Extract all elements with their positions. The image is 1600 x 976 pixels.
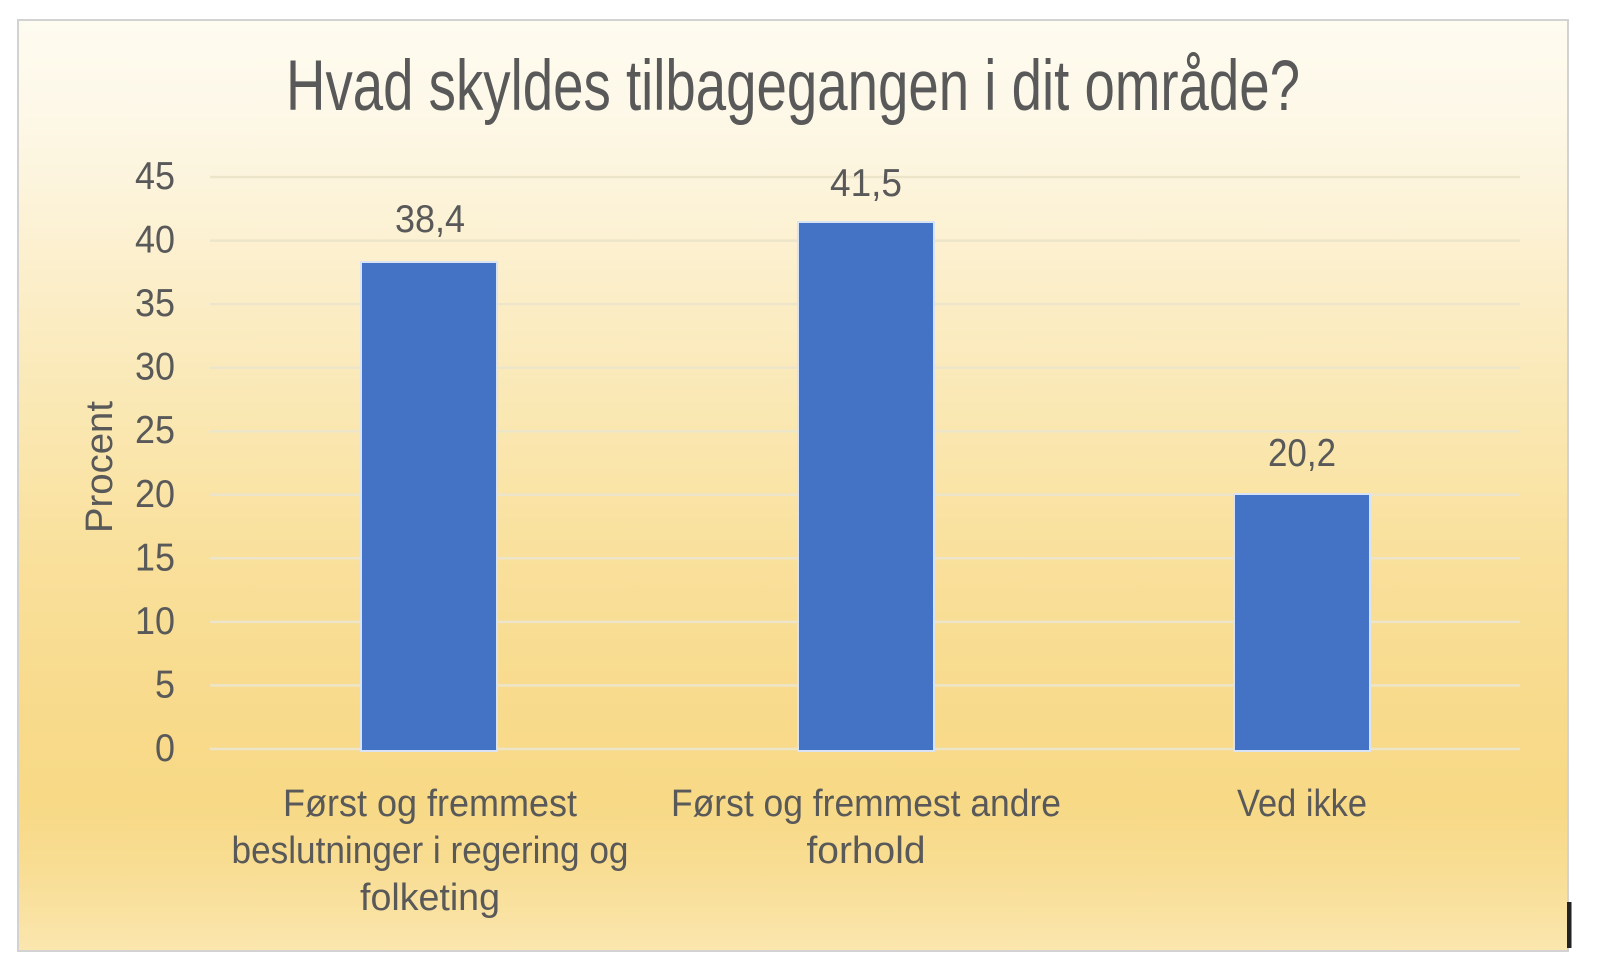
svg-text:41,5: 41,5 bbox=[830, 162, 902, 205]
svg-text:25: 25 bbox=[135, 409, 175, 452]
svg-text:Hvad skyldes tilbagegangen i d: Hvad skyldes tilbagegangen i dit område? bbox=[286, 47, 1300, 126]
svg-text:5: 5 bbox=[155, 663, 175, 706]
svg-text:0: 0 bbox=[155, 727, 175, 770]
svg-text:38,4: 38,4 bbox=[395, 198, 465, 241]
svg-text:Først og fremmest andre: Først og fremmest andre bbox=[671, 783, 1061, 825]
svg-text:15: 15 bbox=[135, 536, 175, 579]
svg-text:Procent: Procent bbox=[79, 401, 121, 533]
svg-text:Først og fremmest: Først og fremmest bbox=[283, 783, 577, 825]
svg-text:Ved ikke: Ved ikke bbox=[1237, 783, 1367, 825]
svg-text:45: 45 bbox=[135, 155, 175, 198]
svg-text:10: 10 bbox=[135, 600, 175, 643]
svg-text:20: 20 bbox=[135, 473, 175, 516]
svg-text:40: 40 bbox=[135, 219, 175, 262]
svg-text:20,2: 20,2 bbox=[1268, 432, 1336, 475]
svg-text:beslutninger i regering og: beslutninger i regering og bbox=[232, 830, 629, 872]
svg-text:30: 30 bbox=[135, 346, 175, 389]
svg-text:folketing: folketing bbox=[360, 877, 500, 919]
svg-text:35: 35 bbox=[135, 282, 175, 325]
svg-text:forhold: forhold bbox=[807, 830, 926, 872]
